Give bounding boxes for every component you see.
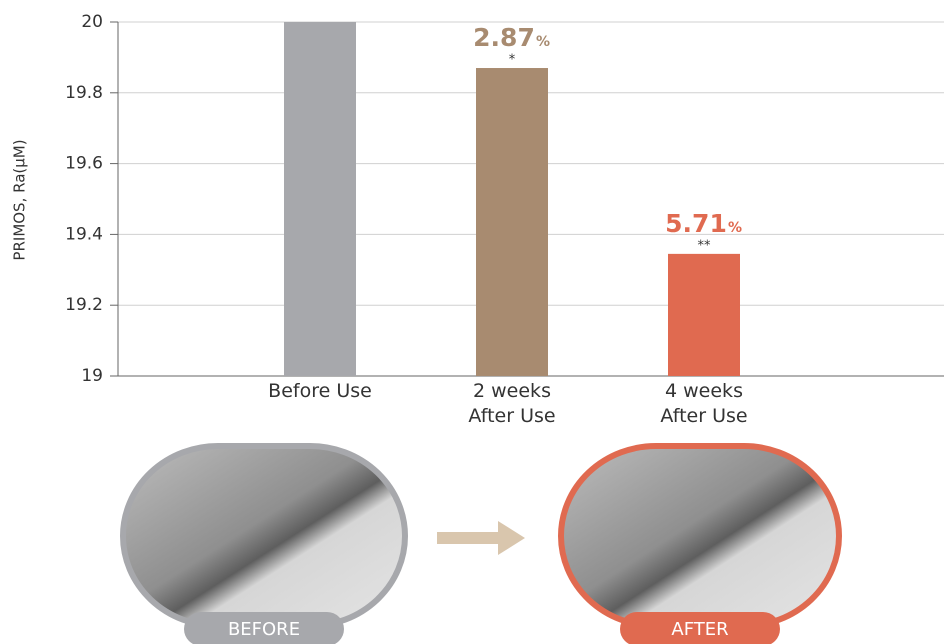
after-photo: [558, 443, 842, 629]
y-tick-label: 19: [81, 366, 103, 386]
x-tick-label: 2 weeks After Use: [468, 380, 556, 427]
before-photo: [120, 443, 408, 629]
y-tick-label: 19.8: [65, 83, 103, 103]
change-value: 2.87: [473, 23, 535, 52]
before-pill: [184, 612, 344, 644]
y-tick-label: 20: [81, 12, 103, 32]
after-pill: [620, 612, 780, 644]
x-tick-label: 4 weeks After Use: [660, 380, 748, 427]
y-tick-label: 19.2: [65, 295, 103, 315]
y-tick-label: 19.6: [65, 154, 103, 174]
after-label: AFTER: [671, 619, 728, 640]
before-label: BEFORE: [228, 619, 300, 640]
y-axis-label: PRIMOS, Ra(μM): [11, 139, 29, 260]
after-image: AFTER: [558, 443, 842, 644]
before-image: BEFORE: [120, 443, 408, 644]
y-tick-label: 19.4: [65, 224, 103, 244]
bar: [476, 68, 548, 377]
significance: *: [509, 53, 516, 68]
x-tick-label: Before Use: [268, 380, 372, 402]
bar: [668, 253, 740, 376]
arrow: [437, 521, 525, 555]
significance: **: [698, 238, 712, 253]
change-unit: %: [728, 220, 742, 236]
change-value: 5.71: [665, 209, 727, 238]
bar: [284, 22, 356, 376]
change-unit: %: [536, 34, 550, 50]
